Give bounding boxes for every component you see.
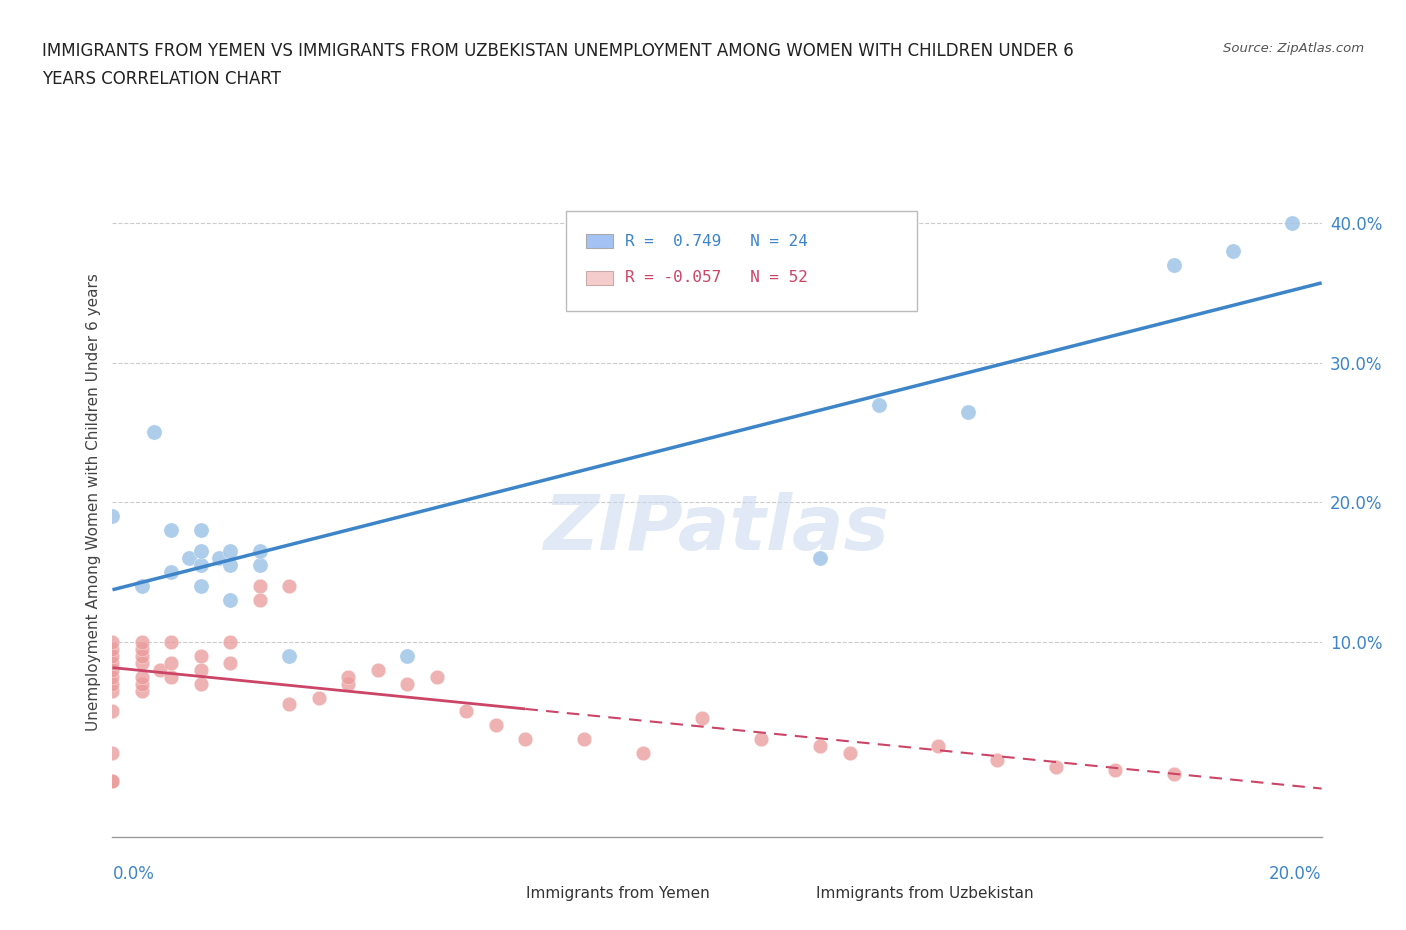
Bar [481,886,517,906]
Point [160,565,183,579]
Point [101,648,124,663]
Point [131,578,153,593]
Point [190,543,212,558]
Point [101,704,124,719]
Text: Source: ZipAtlas.com: Source: ZipAtlas.com [1223,42,1364,55]
Point [396,676,419,691]
Point [1045,760,1067,775]
Point [515,732,537,747]
Point [574,732,596,747]
Y-axis label: Unemployment Among Women with Children Under 6 years: Unemployment Among Women with Children U… [86,273,101,731]
Point [868,397,890,412]
Point [101,634,124,649]
Point [808,551,831,565]
Point [131,670,153,684]
Point [808,738,831,753]
Point [396,648,419,663]
Point [249,592,271,607]
Point [142,425,165,440]
Point [1281,216,1303,231]
Point [749,732,772,747]
Point [219,543,242,558]
Point [208,551,231,565]
Point [101,662,124,677]
Point [219,634,242,649]
Point [101,655,124,670]
Point [190,558,212,573]
Point [190,648,212,663]
Point [190,662,212,677]
Point [927,738,949,753]
FancyBboxPatch shape [565,211,917,312]
Point [692,711,714,725]
Point [131,634,153,649]
Point [485,718,508,733]
Text: 0.0%: 0.0% [112,865,155,883]
Point [190,676,212,691]
Text: Immigrants from Yemen: Immigrants from Yemen [526,886,710,901]
Point [160,670,183,684]
Point [219,592,242,607]
Point [1163,766,1185,781]
Point [101,683,124,698]
Text: IMMIGRANTS FROM YEMEN VS IMMIGRANTS FROM UZBEKISTAN UNEMPLOYMENT AMONG WOMEN WIT: IMMIGRANTS FROM YEMEN VS IMMIGRANTS FROM… [42,42,1074,60]
Point [337,670,360,684]
Point [1104,763,1126,777]
Point [278,698,301,712]
Point [131,648,153,663]
Text: 20.0%: 20.0% [1270,865,1322,883]
Point [101,509,124,524]
Bar [586,271,613,286]
Point [101,746,124,761]
Point [249,543,271,558]
Point [278,648,301,663]
Point [426,670,449,684]
Point [249,578,271,593]
Point [179,551,201,565]
Point [367,662,389,677]
Text: R = -0.057   N = 52: R = -0.057 N = 52 [626,271,808,286]
Point [160,634,183,649]
Point [1163,258,1185,272]
Point [337,676,360,691]
Point [131,642,153,657]
Point [190,523,212,538]
Text: YEARS CORRELATION CHART: YEARS CORRELATION CHART [42,70,281,87]
Point [1222,244,1244,259]
Point [101,774,124,789]
Point [101,676,124,691]
Point [456,704,478,719]
Bar [586,233,613,248]
Point [101,642,124,657]
Point [308,690,330,705]
Point [101,670,124,684]
Point [219,558,242,573]
Point [956,404,979,418]
Point [633,746,655,761]
Point [986,753,1008,768]
Point [149,662,172,677]
Text: R =  0.749   N = 24: R = 0.749 N = 24 [626,233,808,248]
Bar [772,886,808,906]
Point [190,578,212,593]
Point [278,578,301,593]
Point [219,655,242,670]
Point [131,676,153,691]
Point [131,655,153,670]
Text: Immigrants from Uzbekistan: Immigrants from Uzbekistan [817,886,1033,901]
Point [101,774,124,789]
Point [160,523,183,538]
Point [160,655,183,670]
Text: ZIPatlas: ZIPatlas [544,492,890,566]
Point [838,746,860,761]
Point [249,558,271,573]
Point [131,683,153,698]
